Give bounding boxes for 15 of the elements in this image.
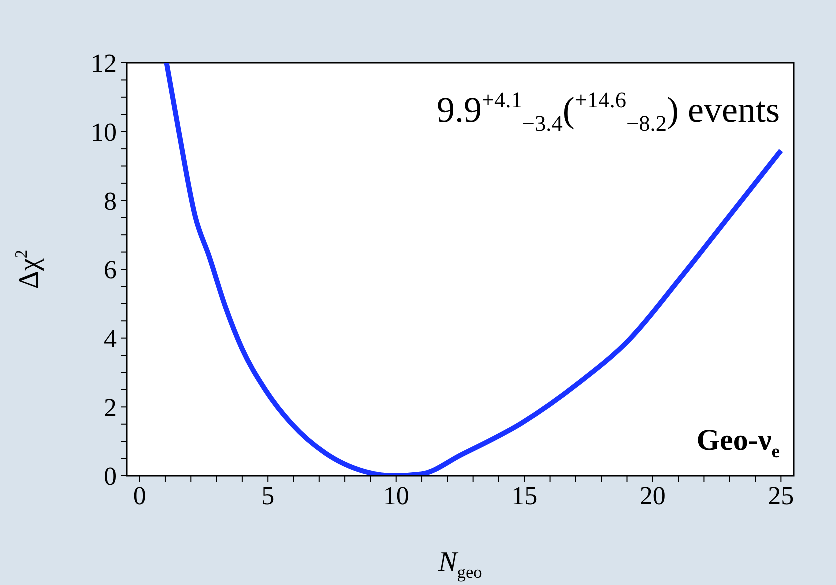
y-tick-label: 2 <box>104 393 117 422</box>
x-tick-label: 5 <box>262 481 275 510</box>
x-tick-label: 25 <box>768 481 794 510</box>
y-tick-label: 6 <box>104 256 117 285</box>
y-axis-title: Δχ2 <box>12 250 45 290</box>
x-tick-label: 0 <box>133 481 146 510</box>
y-tick-label: 12 <box>91 49 117 78</box>
y-tick-label: 10 <box>91 118 117 148</box>
x-tick-label: 15 <box>512 481 538 510</box>
x-tick-label: 20 <box>640 481 666 510</box>
annotation: 9.9$^{+4.1}$$_{−3.4}$($^{+14.6}$$_{−8.2}$) events <box>436 88 780 136</box>
y-tick-label: 4 <box>104 324 117 354</box>
y-tick-label: 0 <box>104 462 117 492</box>
x-tick-label: 10 <box>383 481 410 510</box>
y-tick-label: 8 <box>104 186 117 216</box>
